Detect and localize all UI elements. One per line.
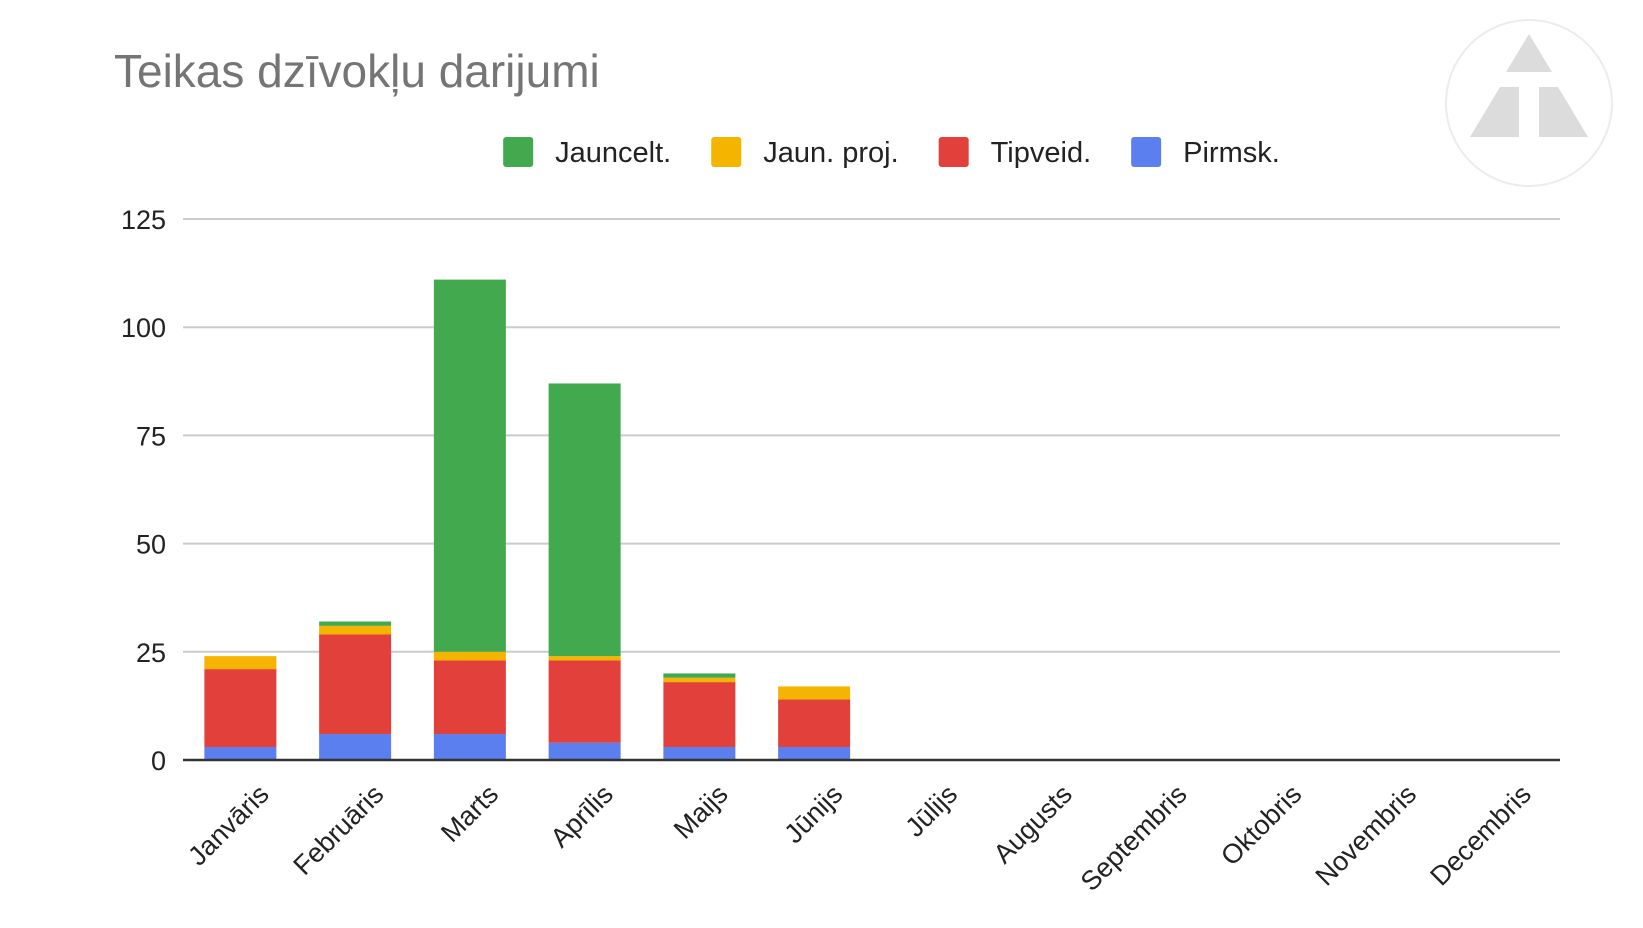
x-tick-label: Novembris <box>1310 779 1422 891</box>
x-tick-label: Jūlijs <box>899 779 963 843</box>
chart-title: Teikas dzīvokļu darijumi <box>114 45 600 97</box>
legend-item-jauncelt[interactable]: Jauncelt. <box>503 137 671 169</box>
bar-segment-jauncelt <box>319 621 392 626</box>
bar-segment-pirmsk <box>548 742 621 760</box>
bar-segment-jaun-proj <box>204 656 277 670</box>
bar-segment-jaun-proj <box>548 656 621 661</box>
bar-segment-pirmsk <box>663 747 736 760</box>
y-tick-label: 25 <box>136 638 166 668</box>
bar-segment-pirmsk <box>319 734 392 760</box>
x-axis-labels: Janvāris Februāris Marts Aprīlis Maijs Jūnijs… <box>182 779 1537 897</box>
x-tick-label: Februāris <box>288 779 390 881</box>
legend-label: Jauncelt. <box>555 137 671 169</box>
y-tick-label: 100 <box>121 313 166 343</box>
x-tick-label: Janvāris <box>182 779 274 871</box>
legend-swatch <box>711 137 742 167</box>
y-tick-label: 0 <box>151 746 166 776</box>
grid-lines <box>183 218 1560 653</box>
legend-label: Pirmsk. <box>1183 137 1280 169</box>
x-tick-label: Septembris <box>1075 779 1193 897</box>
bars <box>204 279 851 760</box>
x-tick-label: Decembris <box>1424 779 1536 891</box>
legend-swatch <box>938 137 969 167</box>
bar-segment-jauncelt <box>433 279 506 652</box>
bar-segment-tipveid <box>204 669 277 748</box>
y-tick-label: 125 <box>121 205 166 235</box>
legend-label: Jaun. proj. <box>763 137 898 169</box>
x-tick-label: Aprīlis <box>545 779 619 853</box>
x-tick-label: Maijs <box>668 779 734 845</box>
legend-item-tipveid[interactable]: Tipveid. <box>938 137 1091 169</box>
y-axis-ticks: 0 25 50 75 100 125 <box>121 205 166 776</box>
bar-segment-tipveid <box>548 660 621 743</box>
bar-segment-pirmsk <box>778 747 851 760</box>
bar-segment-tipveid <box>663 682 736 748</box>
legend-swatch <box>503 137 534 167</box>
bar-segment-pirmsk <box>204 747 277 760</box>
bar-segment-pirmsk <box>433 734 506 760</box>
x-tick-label: Marts <box>435 779 504 848</box>
legend: Jauncelt. Jaun. proj. Tipveid. Pirmsk. <box>503 137 1280 169</box>
bar-segment-tipveid <box>319 634 392 735</box>
x-tick-label: Jūnijs <box>778 779 848 849</box>
y-tick-label: 50 <box>136 530 166 560</box>
legend-item-pirmsk[interactable]: Pirmsk. <box>1131 137 1280 169</box>
bar-segment-tipveid <box>433 660 506 735</box>
y-tick-label: 75 <box>136 421 166 451</box>
x-tick-label: Oktobris <box>1215 779 1307 871</box>
x-tick-label: Augusts <box>988 779 1078 869</box>
legend-label: Tipveid. <box>991 137 1091 169</box>
bar-segment-jauncelt <box>663 673 736 678</box>
watermark-logo-icon <box>1445 19 1613 187</box>
bar-segment-jaun-proj <box>433 651 506 661</box>
bar-segment-jaun-proj <box>319 625 392 635</box>
bar-segment-tipveid <box>778 699 851 748</box>
bar-segment-jaun-proj <box>778 686 851 700</box>
legend-item-jaun-proj[interactable]: Jaun. proj. <box>711 137 899 169</box>
bar-segment-jauncelt <box>548 383 621 657</box>
legend-swatch <box>1131 137 1162 167</box>
bar-segment-jaun-proj <box>663 677 736 683</box>
